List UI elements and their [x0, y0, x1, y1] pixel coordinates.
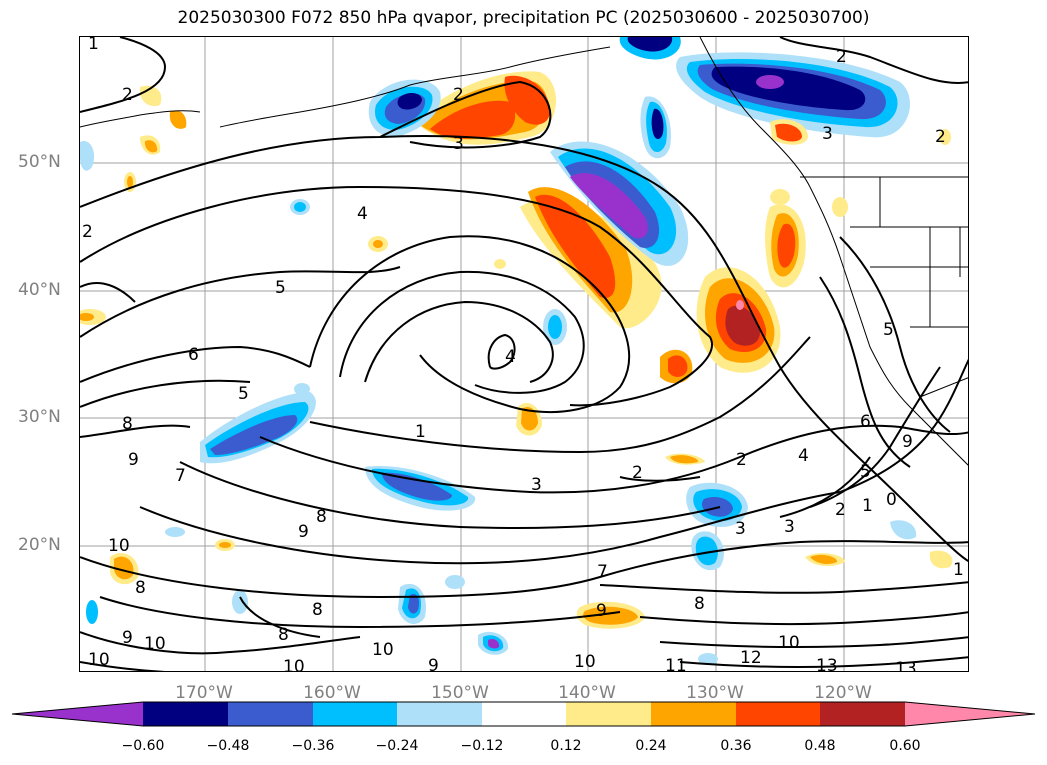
contour-label: 1 — [415, 422, 426, 442]
colorbar-tick: −0.12 — [460, 738, 504, 754]
colorbar-tick: 0.12 — [550, 738, 582, 754]
colorbar-segment — [397, 702, 482, 726]
colorbar-tick: −0.24 — [375, 738, 419, 754]
map-title: 2025030300 F072 850 hPa qvapor, precipit… — [177, 8, 870, 28]
latitude-label: 20°N — [18, 535, 61, 555]
contour-label: 2 — [836, 47, 847, 67]
contour-label: 2 — [632, 463, 643, 483]
contour-label: 2 — [122, 85, 133, 105]
contour-label: 13 — [895, 659, 917, 672]
colorbar-tick: −0.36 — [291, 738, 335, 754]
colorbar-segment — [651, 702, 736, 726]
contour-label: 8 — [278, 625, 289, 645]
colorbar-segment — [12, 702, 143, 726]
contour-label: 1 — [953, 560, 964, 580]
contour-label: 5 — [883, 320, 894, 340]
contour-labels: 1 2 2 3 2 3 2 2 4 5 6 5 8 9 7 4 1 3 2 2 … — [82, 37, 964, 672]
colorbar-segment — [820, 702, 905, 726]
colorbar-tick: 0.36 — [720, 738, 752, 754]
contour-label: 2 — [82, 222, 93, 242]
contour-label: 9 — [298, 522, 309, 542]
colorbar-segment — [143, 702, 228, 726]
contour-label: 9 — [428, 656, 439, 672]
colorbar-segment — [736, 702, 820, 726]
colorbar-segment — [482, 702, 566, 726]
longitude-label: 130°W — [686, 683, 744, 703]
map-svg: 1 2 2 3 2 3 2 2 4 5 6 5 8 9 7 4 1 3 2 2 … — [80, 37, 968, 672]
colorbar-segment — [905, 702, 1035, 726]
contour-label: 1 — [862, 496, 873, 516]
contour-label: 2 — [935, 127, 946, 147]
qvapor-contours — [80, 37, 968, 671]
contour-label: 12 — [740, 648, 762, 668]
contour-label: 3 — [784, 517, 795, 537]
contour-label: 9 — [902, 432, 913, 452]
contour-label: 5 — [860, 462, 871, 482]
contour-label: 2 — [835, 500, 846, 520]
precipitation-fill — [80, 37, 953, 665]
contour-label: 8 — [694, 594, 705, 614]
contour-label: 7 — [175, 466, 186, 486]
contour-label: 10 — [144, 634, 166, 654]
coastlines — [80, 37, 968, 466]
colorbar-segment — [313, 702, 397, 726]
latitude-label: 50°N — [18, 152, 61, 172]
contour-label: 9 — [122, 628, 133, 648]
latitude-label: 40°N — [18, 280, 61, 300]
contour-label: 2 — [736, 450, 747, 470]
contour-label: 8 — [316, 507, 327, 527]
longitude-label: 170°W — [175, 683, 233, 703]
contour-label: 13 — [816, 656, 838, 672]
contour-label: 6 — [188, 345, 199, 365]
longitude-label: 140°W — [558, 683, 616, 703]
contour-label: 8 — [312, 600, 323, 620]
longitude-label: 160°W — [303, 683, 361, 703]
contour-label: 10 — [778, 633, 800, 653]
contour-label: 10 — [372, 640, 394, 660]
longitude-label: 150°W — [431, 683, 489, 703]
contour-label: 10 — [88, 650, 110, 670]
contour-label: 10 — [574, 652, 596, 672]
contour-label: 3 — [735, 519, 746, 539]
contour-label: 4 — [798, 446, 809, 466]
contour-label: 3 — [822, 124, 833, 144]
latitude-label: 30°N — [18, 407, 61, 427]
contour-label: 9 — [596, 601, 607, 621]
colorbar-outline — [11, 701, 1036, 727]
colorbar — [11, 701, 1036, 727]
contour-label: 4 — [357, 204, 368, 224]
contour-label: 11 — [665, 656, 687, 672]
colorbar-segment — [566, 702, 651, 726]
contour-label: 5 — [238, 384, 249, 404]
colorbar-tick: −0.48 — [206, 738, 250, 754]
contour-label: 5 — [275, 278, 286, 298]
contour-label: 4 — [505, 347, 516, 367]
contour-label: 8 — [122, 414, 133, 434]
colorbar-tick: 0.24 — [635, 738, 667, 754]
colorbar-segment — [228, 702, 313, 726]
colorbar-tick: 0.48 — [804, 738, 836, 754]
contour-label: 1 — [88, 37, 99, 54]
contour-label: 0 — [886, 490, 897, 510]
contour-label: 8 — [135, 578, 146, 598]
contour-label: 6 — [860, 412, 871, 432]
contour-label: 9 — [128, 450, 139, 470]
contour-label: 10 — [283, 657, 305, 672]
colorbar-tick: 0.60 — [889, 738, 921, 754]
contour-label: 2 — [453, 85, 464, 105]
contour-label: 10 — [108, 536, 130, 556]
map-panel: 1 2 2 3 2 3 2 2 4 5 6 5 8 9 7 4 1 3 2 2 … — [79, 36, 969, 672]
colorbar-tick: −0.60 — [121, 738, 165, 754]
contour-label: 7 — [597, 562, 608, 582]
longitude-label: 120°W — [814, 683, 872, 703]
contour-label: 3 — [531, 475, 542, 495]
contour-label: 3 — [453, 134, 464, 154]
